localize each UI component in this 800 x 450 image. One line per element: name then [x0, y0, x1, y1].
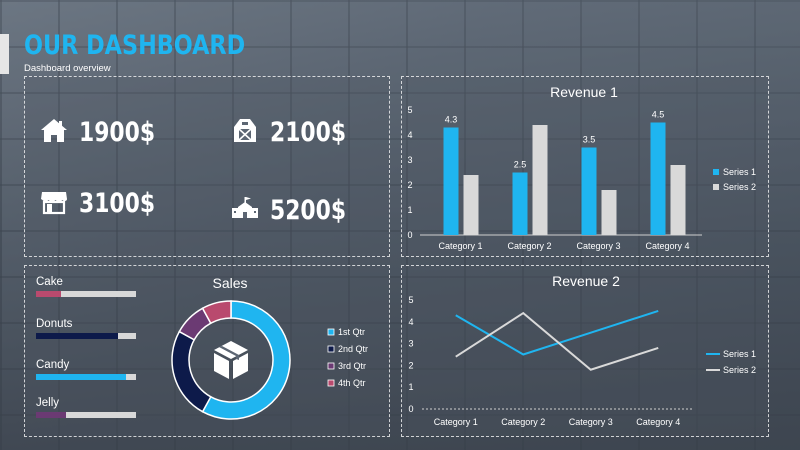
- progress-fill: [36, 333, 118, 339]
- x-tick-label: Category 4: [645, 241, 689, 251]
- x-tick-label: Category 4: [636, 417, 680, 427]
- bar: [581, 147, 597, 235]
- data-label: 4.3: [445, 115, 458, 125]
- progress-label: Candy: [36, 359, 70, 371]
- title-accent-bar: [0, 34, 9, 74]
- progress-fill: [36, 291, 61, 297]
- progress-item: Candy: [36, 359, 136, 380]
- x-tick-label: Category 3: [569, 417, 613, 427]
- bar: [532, 125, 548, 235]
- progress-label: Donuts: [36, 318, 73, 330]
- progress-track: [36, 374, 136, 380]
- kpi-card: 2100$: [230, 115, 355, 150]
- bar: [463, 175, 479, 235]
- legend-label: 2nd Qtr: [338, 344, 368, 354]
- legend-swatch: [327, 328, 335, 336]
- y-tick-label: 2: [407, 180, 412, 190]
- legend-swatch: [713, 169, 719, 175]
- kpi-value: 5200$: [270, 195, 347, 226]
- house-icon: [39, 115, 69, 150]
- y-tick-label: 5: [408, 295, 413, 305]
- progress-fill: [36, 412, 66, 418]
- legend-swatch: [327, 362, 335, 370]
- box-icon: [214, 341, 248, 379]
- kpi-value: 1900$: [79, 117, 156, 148]
- revenue2-panel: Revenue 2 0 1 2 3 4 5 Category 1 Category 2 Cat…: [401, 265, 769, 437]
- bar: [443, 127, 459, 235]
- y-tick-label: 5: [407, 105, 412, 115]
- data-label: 3.5: [583, 135, 596, 145]
- y-tick-label: 0: [408, 404, 413, 414]
- kpi-panel: 1900$ 2100$ 3100$ 5200$: [24, 76, 390, 257]
- progress-fill: [36, 374, 126, 380]
- progress-label: Cake: [36, 276, 63, 288]
- legend-label: Series 2: [723, 182, 756, 192]
- donut-slice: [201, 300, 232, 325]
- data-label: 2.5: [514, 160, 527, 170]
- legend-label: Series 2: [723, 365, 756, 375]
- data-label: 4.5: [652, 110, 665, 120]
- store-icon: [39, 186, 69, 221]
- barn-icon: [230, 115, 260, 150]
- bar: [601, 190, 617, 235]
- kpi-card: 1900$: [39, 115, 164, 150]
- bar: [512, 172, 528, 235]
- page-title: OUR DASHBOARD: [24, 30, 246, 61]
- chart-title: Revenue 2: [552, 273, 620, 289]
- x-tick-label: Category 2: [501, 417, 545, 427]
- progress-item: Cake: [36, 276, 136, 297]
- progress-item: Donuts: [36, 318, 136, 339]
- legend-swatch: [327, 345, 335, 353]
- kpi-card: 5200$: [230, 193, 355, 228]
- school-icon: [230, 193, 260, 228]
- page-subtitle: Dashboard overview: [24, 63, 111, 74]
- progress-track: [36, 291, 136, 297]
- chart-title: Revenue 1: [550, 84, 618, 100]
- donut-slice: [201, 300, 291, 420]
- kpi-value: 3100$: [79, 188, 156, 219]
- legend-swatch: [713, 184, 719, 190]
- legend-label: 3rd Qtr: [338, 361, 366, 371]
- y-tick-label: 1: [408, 382, 413, 392]
- legend-label: Series 1: [723, 167, 756, 177]
- legend-label: Series 1: [723, 349, 756, 359]
- progress-track: [36, 333, 136, 339]
- progress-label: Jelly: [36, 397, 60, 409]
- legend-label: 1st Qtr: [338, 327, 365, 337]
- progress-track: [36, 412, 136, 418]
- legend-label: 4th Qtr: [338, 378, 366, 388]
- kpi-card: 3100$: [39, 186, 164, 221]
- revenue1-chart: Revenue 1 0 1 2 3 4 5 4.3 2.5 3.5 4.5 Category 1…: [407, 84, 756, 251]
- y-tick-label: 4: [407, 130, 412, 140]
- bar: [670, 165, 686, 235]
- donut-slice: [171, 330, 212, 413]
- bar: [650, 122, 666, 235]
- chart-title: Sales: [212, 275, 247, 291]
- x-tick-label: Category 1: [434, 417, 478, 427]
- revenue1-panel: Revenue 1 0 1 2 3 4 5 4.3 2.5 3.5 4.5 Category 1…: [401, 76, 769, 257]
- y-tick-label: 2: [408, 360, 413, 370]
- y-tick-label: 3: [407, 155, 412, 165]
- y-tick-label: 4: [408, 317, 413, 327]
- x-tick-label: Category 3: [576, 241, 620, 251]
- sales-chart: Sales 1st Qtr 2nd Qtr 3rd Qtr 4th Qtr: [171, 275, 368, 420]
- kpi-value: 2100$: [270, 117, 347, 148]
- revenue2-chart: Revenue 2 0 1 2 3 4 5 Category 1 Category 2 Cat…: [408, 273, 756, 427]
- series-line: [455, 311, 659, 371]
- x-tick-label: Category 1: [438, 241, 482, 251]
- x-tick-label: Category 2: [507, 241, 551, 251]
- y-tick-label: 3: [408, 339, 413, 349]
- progress-item: Jelly: [36, 397, 136, 418]
- legend-swatch: [327, 379, 335, 387]
- y-tick-label: 1: [407, 205, 412, 215]
- y-tick-label: 0: [407, 230, 412, 240]
- series-line: [455, 309, 659, 356]
